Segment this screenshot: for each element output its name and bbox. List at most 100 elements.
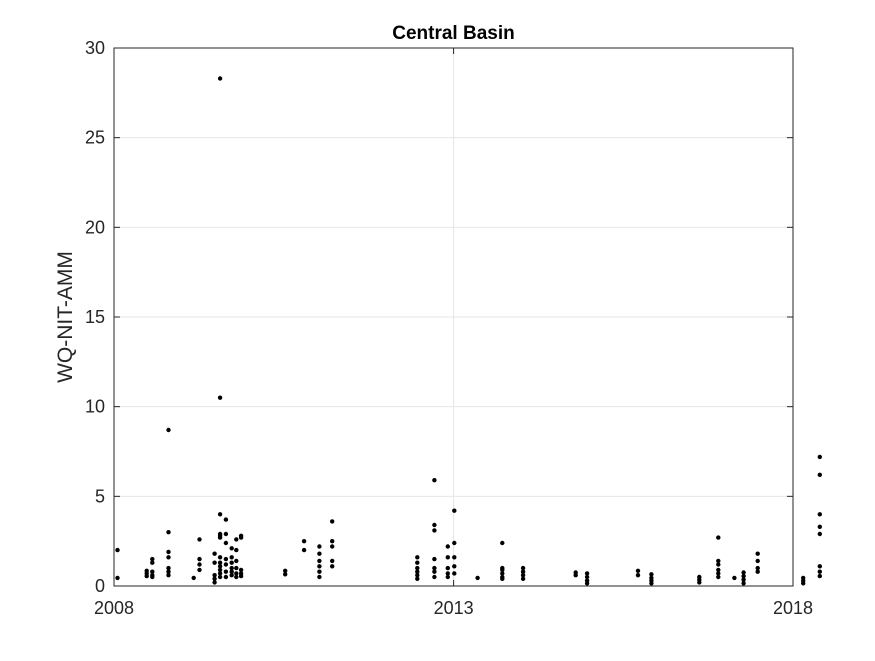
data-point [223,517,229,522]
data-point [229,560,234,565]
data-point [716,567,721,573]
data-point [223,531,229,537]
y-axis-label: WQ-NIT-AMM [54,251,77,383]
data-point [415,576,420,581]
data-point [115,547,120,553]
data-point [229,573,234,578]
data-point [452,508,457,513]
data-point [445,574,450,580]
data-point [330,544,335,549]
data-point [649,581,654,586]
data-point [716,562,721,567]
data-point [150,574,155,580]
data-point [317,558,322,564]
data-point [223,562,229,567]
x-tick-label: 2008 [94,598,134,618]
data-point [150,569,155,574]
data-point [197,562,202,567]
data-point [415,560,420,565]
y-tick-label: 30 [85,38,105,58]
data-point [520,573,526,578]
data-point [301,547,307,553]
data-point [229,565,234,571]
data-point [212,573,217,578]
data-point [817,573,822,579]
data-point [166,565,171,571]
axis-ticks: 0 5 10 15 20 25 30 2008 2013 2018 [85,38,813,618]
data-point [500,540,505,546]
data-point [741,570,746,575]
data-point [166,573,171,578]
data-point [452,540,457,546]
grid-lines [114,48,793,586]
data-point [234,565,239,571]
data-point [197,537,202,542]
data-point [317,564,322,569]
chart-title: Central Basin [392,23,514,44]
data-point [217,564,223,569]
data-point [415,573,420,578]
data-point [817,531,822,537]
y-tick-label: 5 [95,486,105,506]
data-point [223,540,229,546]
data-point [716,571,721,576]
data-point [520,576,526,581]
y-tick-label: 15 [85,307,105,327]
data-point [649,572,654,577]
data-point [229,546,234,551]
data-point [432,565,437,571]
data-point [150,560,155,565]
data-point [330,519,335,524]
data-point [330,539,335,544]
data-point [520,565,526,571]
data-point [584,574,590,580]
data-point [415,555,420,560]
data-point [229,569,234,574]
data-point [150,556,155,562]
data-point [452,564,457,569]
data-point [301,539,307,544]
data-point [817,454,822,460]
x-tick-label: 2018 [773,598,813,618]
data-point [217,395,223,400]
data-point [432,522,437,528]
data-point [452,555,457,560]
data-point [191,575,196,581]
data-point [817,524,822,529]
data-point [697,580,702,585]
data-point [415,565,420,571]
data-point [238,573,244,579]
data-point [229,555,234,560]
data-point [115,575,120,581]
data-point [217,76,223,81]
data-point [217,560,223,565]
data-point [817,564,822,569]
data-point [755,565,760,571]
data-point [500,571,505,576]
data-point [238,567,244,573]
data-point [234,537,239,542]
data-point [520,569,526,574]
data-point [755,558,760,564]
data-point [283,572,288,577]
data-point [166,427,171,433]
data-point [445,565,450,571]
data-point [234,558,239,564]
data-point [573,573,578,578]
data-point [741,581,746,586]
data-point [212,580,217,585]
data-point [755,569,760,574]
data-point [741,573,746,579]
data-point [223,569,229,574]
data-point [635,568,641,573]
data-point [330,564,335,569]
data-point [234,547,239,553]
data-point [217,512,223,517]
y-tick-label: 0 [95,576,105,596]
data-point [217,567,223,573]
data-point [716,558,721,564]
y-tick-label: 25 [85,128,105,148]
data-point [217,571,223,576]
